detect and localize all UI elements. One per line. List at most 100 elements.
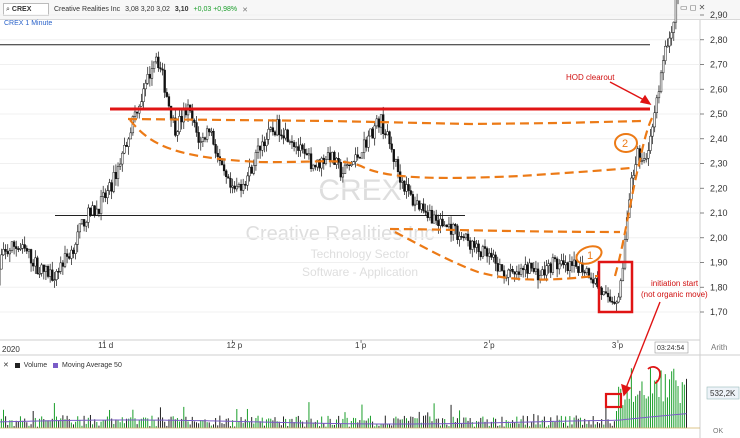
candle-body xyxy=(441,218,444,227)
candle-body xyxy=(392,149,395,162)
volume-spike-box xyxy=(604,392,623,409)
candle-body xyxy=(371,128,374,139)
candle-body xyxy=(394,159,398,162)
candle-body xyxy=(415,200,419,205)
candle-body xyxy=(403,180,406,192)
candle-body xyxy=(617,296,620,303)
candle-body xyxy=(657,91,661,99)
candle-body xyxy=(621,267,625,281)
candle-body xyxy=(273,131,277,136)
candle-body xyxy=(146,74,149,84)
candle-body xyxy=(68,256,71,259)
candle-body xyxy=(369,128,372,137)
candle-body xyxy=(21,244,24,249)
candle-body xyxy=(307,153,311,156)
candle-body xyxy=(600,287,603,296)
volume-arc-marker xyxy=(647,366,661,384)
x-tick-label: 12 p xyxy=(227,341,243,350)
candle-body xyxy=(488,252,491,257)
candle-body xyxy=(337,158,340,163)
candle-body xyxy=(558,263,561,270)
candle-body xyxy=(78,223,81,233)
candle-body xyxy=(85,222,88,227)
candle-body xyxy=(517,271,521,275)
candle-body xyxy=(439,218,442,226)
candle-body xyxy=(469,240,472,250)
candle-body xyxy=(647,150,650,159)
tab-close-icon[interactable]: ✕ xyxy=(242,6,248,14)
candle-body xyxy=(284,129,287,139)
volume-swatch xyxy=(14,362,20,368)
candle-body xyxy=(339,162,342,178)
candle-body xyxy=(152,61,156,69)
red-arrows xyxy=(609,81,661,397)
candle-body xyxy=(114,172,118,180)
candle-body xyxy=(345,164,349,166)
candle-body xyxy=(259,145,262,151)
y-tick-label: 2,10 xyxy=(710,208,728,218)
candle-body xyxy=(29,249,33,264)
candle-body xyxy=(365,139,368,148)
candle-body xyxy=(216,152,219,157)
candle-body xyxy=(49,269,52,277)
candle-body xyxy=(263,141,266,147)
candle-body xyxy=(23,244,26,249)
candle-body xyxy=(519,267,523,275)
candle-body xyxy=(12,241,16,247)
candle-body xyxy=(157,56,160,69)
watermark-company: Creative Realities Inc xyxy=(246,223,435,245)
candle-body xyxy=(42,264,45,272)
candle-body xyxy=(379,114,383,128)
hod-arrow-line xyxy=(609,81,647,102)
candle-body xyxy=(282,135,285,139)
candle-body xyxy=(485,248,489,257)
candle-body xyxy=(424,210,427,213)
candle-body xyxy=(267,129,270,140)
candle-body xyxy=(119,163,122,167)
candle-body xyxy=(150,68,154,79)
candle-body xyxy=(541,269,544,276)
candle-body xyxy=(435,214,438,221)
candle-body xyxy=(668,37,671,47)
candle-body xyxy=(63,253,67,267)
candle-body xyxy=(309,153,313,169)
candle-body xyxy=(10,241,14,251)
candle-body xyxy=(360,152,364,159)
candle-body xyxy=(176,131,179,136)
candle-body xyxy=(630,177,633,201)
candle-body xyxy=(570,261,574,266)
candle-body xyxy=(329,152,332,162)
candle-body xyxy=(623,239,627,269)
x-tick-label: 2 p xyxy=(483,341,495,350)
candle-body xyxy=(320,157,323,169)
candle-body xyxy=(65,253,69,257)
y-tick-label: 2,30 xyxy=(710,159,728,169)
candle-body xyxy=(418,200,421,210)
candle-body xyxy=(375,118,378,127)
candle-body xyxy=(121,152,124,165)
candle-body xyxy=(413,203,417,206)
candle-body xyxy=(212,130,215,145)
candle-body xyxy=(239,184,243,191)
close-icon[interactable]: ✕ xyxy=(3,362,9,369)
candle-body xyxy=(547,263,550,266)
x-tick-label: 1 p xyxy=(355,341,367,350)
candle-body xyxy=(352,161,355,165)
candle-body xyxy=(587,268,591,279)
volume-readout: 532,2K xyxy=(710,389,736,398)
scale-mode[interactable]: Arith xyxy=(711,343,727,352)
window-controls[interactable]: ▭ ◻ ✕ xyxy=(680,3,706,12)
volume-bars-layer xyxy=(0,367,700,429)
candle-body xyxy=(74,244,77,254)
candle-body xyxy=(551,257,555,273)
candle-body xyxy=(80,219,84,225)
candle-body xyxy=(507,269,510,278)
candle-body xyxy=(301,144,304,150)
y-tick-label: 2,70 xyxy=(710,60,728,70)
watermark-industry: Software - Application xyxy=(302,265,418,279)
candle-body xyxy=(411,194,415,206)
candle-body xyxy=(530,262,533,269)
symbol-watermark: CREX Creative Realities Inc Technology S… xyxy=(246,174,435,279)
symbol-input[interactable]: CREX xyxy=(11,6,32,13)
